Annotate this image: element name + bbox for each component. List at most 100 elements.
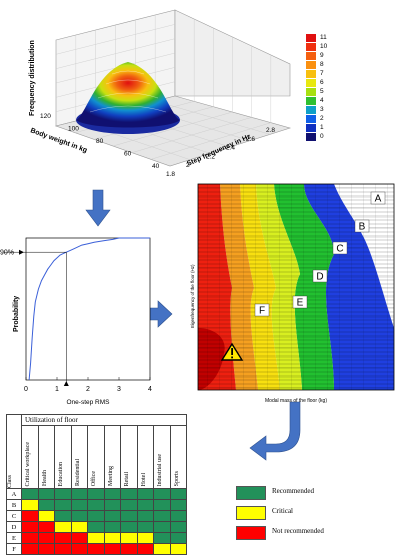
legend-label: 4 [320, 97, 324, 104]
legend-swatch [306, 34, 316, 42]
class-row-label: B [6, 499, 22, 511]
class-cell [54, 532, 72, 544]
utilization-column-header: Health [37, 425, 55, 489]
class-row-label: F [6, 543, 22, 555]
surface-3d-plot: Frequency distribution Body weight in kg… [29, 9, 292, 178]
legend-swatch [306, 115, 316, 123]
class-cell [37, 510, 55, 522]
y-tick-label: 80 [96, 138, 104, 145]
class-cell [70, 510, 88, 522]
class-label-box [292, 295, 308, 309]
class-cell [54, 499, 72, 511]
class-cell [37, 543, 55, 555]
legend-swatch [306, 97, 316, 105]
cdf-x-tick-label: 4 [148, 386, 152, 393]
legend-label: 2 [320, 115, 324, 122]
class-cell [103, 521, 121, 533]
class-cell [103, 510, 121, 522]
contour-y-axis-label: Eigenfrequency of the floor (Hz) [190, 264, 195, 328]
y-tick-label: 100 [68, 126, 79, 133]
legend-label: 1 [320, 124, 324, 131]
class-cell [153, 510, 171, 522]
x-tick-label: 2.2 [206, 153, 215, 160]
legend-swatch [306, 43, 316, 51]
table-legend-label: Recommended [272, 487, 314, 495]
legend-swatch [306, 61, 316, 69]
legend-label: 5 [320, 88, 324, 95]
class-label-box [370, 191, 386, 205]
contour-x-axis-label: Modal mass of the floor (kg) [265, 398, 327, 404]
table-legend-item: Critical [236, 506, 376, 520]
class-cell [87, 543, 105, 555]
class-cell [136, 543, 154, 555]
class-label-c: C [336, 244, 343, 255]
class-cell [21, 521, 39, 533]
class-cell [54, 543, 72, 555]
legend-swatch [306, 52, 316, 60]
class-cell [87, 521, 105, 533]
legend-label: 8 [320, 61, 324, 68]
class-cell [70, 499, 88, 511]
class-cell [54, 521, 72, 533]
class-cell [21, 510, 39, 522]
cdf-x-axis-label: One-step RMS [67, 399, 111, 406]
class-cell [87, 499, 105, 511]
class-label-box [312, 269, 328, 283]
class-cell [54, 488, 72, 500]
legend-swatch [306, 124, 316, 132]
class-label-b: B [359, 222, 366, 233]
class-cell [21, 499, 39, 511]
cdf-x-tick-label: 2 [86, 386, 90, 393]
legend-swatch [306, 133, 316, 141]
class-cell [153, 499, 171, 511]
legend-label: 0 [320, 133, 324, 140]
utilization-column-header: Critical workplace [21, 425, 39, 489]
class-cell [37, 488, 55, 500]
x-tick-label: 2.4 [226, 145, 235, 152]
class-cell [37, 532, 55, 544]
class-cell [169, 488, 187, 500]
color-scale-legend: 11 10 9 8 7 6 5 4 3 2 1 0 [302, 34, 342, 146]
table-legend-swatch [236, 506, 266, 520]
class-cell [153, 532, 171, 544]
class-cell [169, 543, 187, 555]
x-tick-label: 2 [186, 162, 190, 169]
class-cell [54, 510, 72, 522]
class-cell [87, 510, 105, 522]
class-cell [70, 532, 88, 544]
class-cell [136, 510, 154, 522]
class-label-e: E [297, 298, 304, 309]
class-cell [103, 543, 121, 555]
class-cell [103, 532, 121, 544]
class-label-f: F [259, 306, 265, 317]
class-cell [120, 488, 138, 500]
class-row-label: D [6, 521, 22, 533]
arrow-down-1-icon [85, 189, 111, 227]
table-legend-label: Not recommended [272, 527, 324, 535]
cdf-plot-area [25, 237, 151, 381]
legend-swatch [306, 106, 316, 114]
class-label-box [332, 241, 348, 255]
class-label-box [254, 303, 270, 317]
class-cell [103, 488, 121, 500]
utilization-column-header: Sports [169, 425, 187, 489]
class-label-a: A [375, 194, 382, 205]
class-cell [21, 543, 39, 555]
cdf-series-line [28, 237, 150, 381]
utilization-column-header: Retail [120, 425, 138, 489]
cdf-percent-label: 90% [0, 250, 14, 257]
z-axis-label: Frequency distribution [29, 40, 36, 116]
floor-class-table: Class Utilization of floor Critical workpl… [6, 414, 187, 555]
class-cell [21, 488, 39, 500]
class-cell [120, 532, 138, 544]
class-cell [120, 499, 138, 511]
class-cell [120, 543, 138, 555]
class-label-box [354, 219, 370, 233]
class-cell [153, 488, 171, 500]
arrow-curved-down-left-icon [249, 401, 301, 461]
utilization-column-header: Office [87, 425, 105, 489]
cdf-threshold-arrow-icon [63, 381, 69, 386]
legend-label: 9 [320, 52, 324, 59]
class-cell [70, 543, 88, 555]
class-cell [169, 532, 187, 544]
